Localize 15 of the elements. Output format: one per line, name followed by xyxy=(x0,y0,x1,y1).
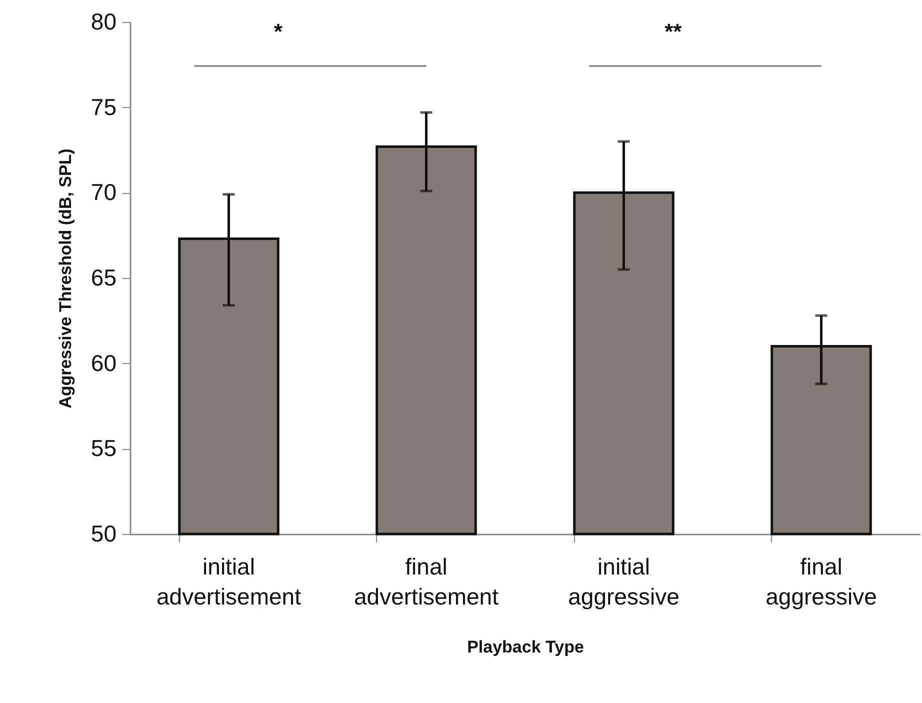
y-tick-label: 65 xyxy=(90,264,116,290)
y-tick-label: 75 xyxy=(90,94,116,120)
x-axis-title: Playback Type xyxy=(467,638,584,656)
y-tick-label: 50 xyxy=(90,520,116,546)
x-tick-label: final aggressive xyxy=(766,554,877,610)
y-axis-title: Aggressive Threshold (dB, SPL) xyxy=(56,148,75,408)
y-tick-label: 80 xyxy=(90,8,116,34)
y-tick-label: 70 xyxy=(90,179,116,206)
annotation: * xyxy=(274,19,283,44)
x-tick-label: initial advertisement xyxy=(156,554,302,610)
annotation: ** xyxy=(664,19,682,44)
y-tick-label: 60 xyxy=(90,350,116,376)
y-tick-label: 55 xyxy=(90,435,116,462)
x-tick-label: final advertisement xyxy=(354,554,500,610)
x-tick-label: initial aggressive xyxy=(568,554,680,610)
